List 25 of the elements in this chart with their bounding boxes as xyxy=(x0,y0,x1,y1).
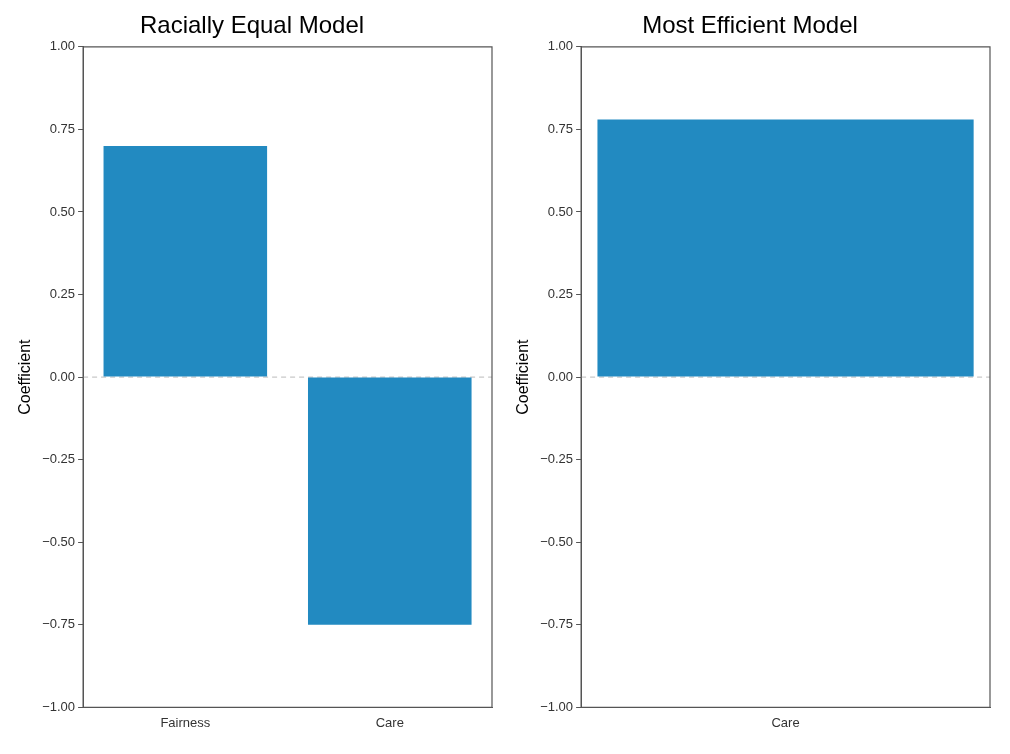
y-tick-label: −0.75 xyxy=(540,616,574,632)
x-tick-label: Care xyxy=(771,714,800,730)
y-tick-label: −0.25 xyxy=(540,451,574,467)
y-tick-label: −1.00 xyxy=(540,698,574,714)
chart-title: Racially Equal Model xyxy=(139,11,365,39)
y-tick-label: 1.00 xyxy=(49,38,76,54)
y-tick-label: −0.75 xyxy=(42,616,76,632)
y-tick-label: 0.75 xyxy=(49,120,76,136)
y-tick-label: −0.25 xyxy=(42,451,76,467)
y-tick-label: 0.50 xyxy=(49,203,76,219)
y-tick-label: 0.50 xyxy=(547,203,574,219)
y-tick-label: 1.00 xyxy=(547,38,574,54)
x-tick-label: Care xyxy=(375,714,404,730)
y-tick-label: −1.00 xyxy=(42,698,76,714)
x-tick-label: Fairness xyxy=(160,714,211,730)
y-tick-label: −0.50 xyxy=(42,533,76,549)
y-axis-title: Coefficient xyxy=(16,338,34,415)
y-tick-label: −0.50 xyxy=(540,533,574,549)
y-tick-label: 0.75 xyxy=(547,120,574,136)
y-tick-label: 0.00 xyxy=(49,368,76,384)
chart-title: Most Efficient Model xyxy=(642,11,858,39)
y-axis-title: Coefficient xyxy=(514,338,532,415)
y-tick-label: 0.25 xyxy=(49,286,76,302)
y-tick-label: 0.25 xyxy=(547,286,574,302)
y-tick-label: 0.00 xyxy=(547,368,574,384)
